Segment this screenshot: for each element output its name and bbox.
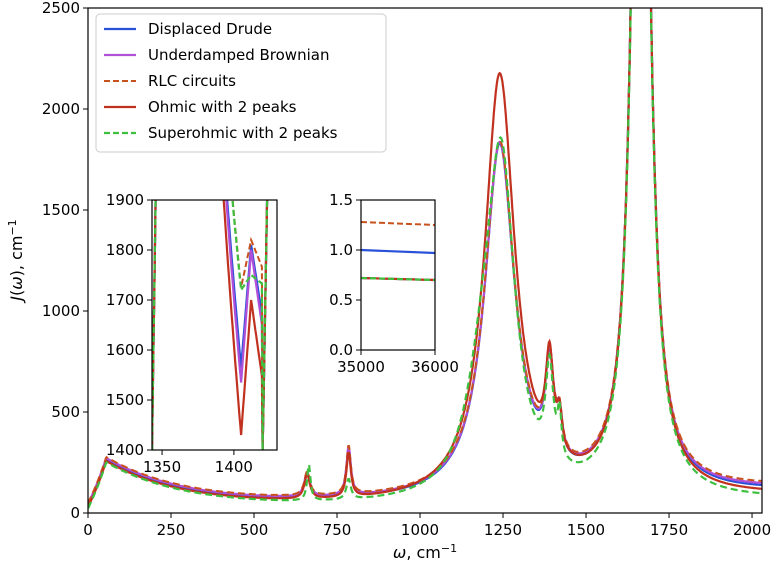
inset-left-line-superohmic-with-2-peaks [152, 200, 269, 450]
inset-right-background [361, 200, 435, 350]
y-axis-label: J(ω), cm−1 [6, 219, 27, 303]
x-tick-label: 1000 [401, 521, 439, 539]
inset-right-lines [361, 221, 435, 282]
inset-left-line-displaced-drude [152, 200, 269, 450]
inset-right-line-displaced-drude [361, 248, 435, 255]
inset-left-line-ohmic-with-2-peaks [152, 200, 269, 450]
inset-right-frame [360, 199, 436, 351]
inset-left-y-tick-label: 1800 [106, 241, 144, 259]
inset-left-background [152, 200, 277, 450]
line-rlc-circuits [88, 8, 762, 504]
x-tick-label: 1750 [650, 521, 688, 539]
inset-right-x-tick-label: 35000 [337, 358, 385, 376]
inset-left-line-underdamped-brownian [152, 200, 269, 450]
main-axes-ticks: 0 250 500 750 1000 1250 1500 1750 2000 0 500 1000 15… [42, 0, 771, 539]
y-tick-label: 0 [70, 504, 80, 522]
legend-label-displaced-drude: Displaced Drude [148, 20, 272, 38]
inset-right-y-tick-label: 1.5 [329, 191, 353, 209]
x-tick-label: 1500 [567, 521, 605, 539]
legend-label-ohmic-with-2-peaks: Ohmic with 2 peaks [148, 98, 297, 116]
inset-left-frame [151, 199, 278, 451]
y-tick-label: 1500 [42, 201, 80, 219]
y-tick-label: 500 [51, 403, 80, 421]
legend-frame [95, 13, 387, 153]
inset-left-x-tick-label: 1400 [215, 458, 253, 476]
main-plot-frame [87, 7, 763, 514]
x-tick-label: 2000 [733, 521, 771, 539]
x-tick-label: 250 [157, 521, 186, 539]
inset-right-x-tick-label: 36000 [411, 358, 459, 376]
inset-left-x-tick-label: 1350 [143, 458, 181, 476]
inset-right-y-tick-label: 0.5 [329, 291, 353, 309]
x-tick-label: 500 [240, 521, 269, 539]
legend-label-underdamped-brownian: Underdamped Brownian [148, 46, 329, 64]
line-superohmic-with-2-peaks [88, 8, 762, 509]
inset-right-line-rlc-circuits [361, 221, 435, 226]
line-ohmic-with-2-peaks [88, 8, 762, 508]
y-tick-label: 2500 [42, 0, 80, 17]
x-tick-label: 750 [323, 521, 352, 539]
main-plot-lines [88, 8, 762, 509]
x-axis-label: ω, cm−1 [393, 542, 457, 563]
inset-left-y-tick-label: 1600 [106, 341, 144, 359]
x-tick-label: 0 [83, 521, 93, 539]
legend-label-superohmic-with-2-peaks: Superohmic with 2 peaks [148, 124, 338, 142]
y-tick-label: 1000 [42, 302, 80, 320]
inset-right-line-superohmic-with-2-peaks [361, 276, 435, 282]
inset-left-lines [152, 200, 269, 450]
y-tick-label: 2000 [42, 100, 80, 118]
inset-left-y-tick-label: 1400 [106, 441, 144, 459]
inset-right-y-tick-label: 1.0 [329, 241, 353, 259]
inset-right-ticks: 35000 36000 0.0 0.5 1.0 1.5 [329, 191, 459, 376]
inset-right-y-tick-label: 0.0 [329, 341, 353, 359]
inset-left-y-tick-label: 1700 [106, 291, 144, 309]
legend-label-rlc-circuits: RLC circuits [148, 72, 236, 90]
inset-left-y-tick-label: 1900 [106, 191, 144, 209]
x-tick-label: 1250 [484, 521, 522, 539]
legend: Displaced Drude Underdamped Brownian RLC c… [95, 13, 387, 153]
inset-left-line-rlc-circuits [152, 200, 269, 450]
inset-left-y-tick-label: 1500 [106, 391, 144, 409]
